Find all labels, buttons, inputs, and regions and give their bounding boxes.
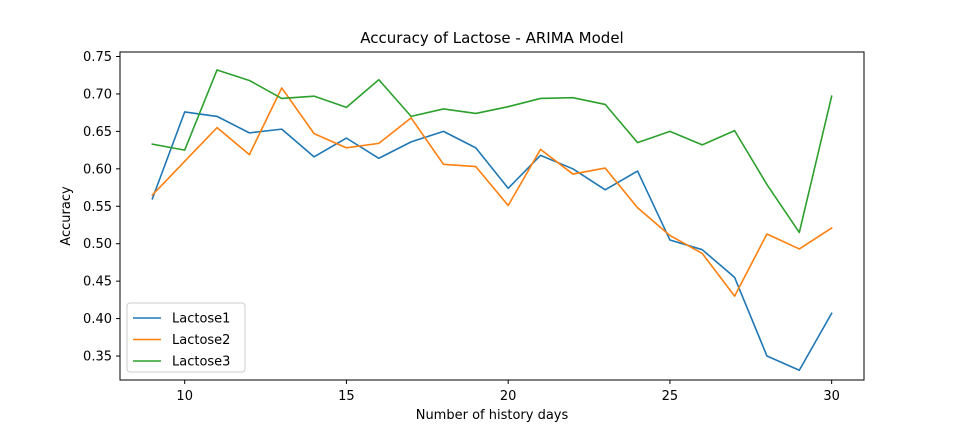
y-tick-label: 0.60: [83, 162, 112, 177]
legend-label-2: Lactose2: [172, 333, 230, 348]
series-line-1: [151, 111, 833, 372]
y-tick-label: 0.70: [83, 87, 112, 102]
series-line-2: [151, 87, 833, 297]
y-tick-label: 0.35: [83, 350, 112, 365]
x-tick-label: 15: [338, 389, 355, 404]
series-line-3: [151, 69, 833, 234]
y-tick-label: 0.75: [83, 50, 112, 65]
y-tick-label: 0.40: [83, 312, 112, 327]
legend: Lactose1 Lactose2 Lactose3: [126, 302, 246, 373]
legend-box: [126, 302, 246, 373]
y-tick-label: 0.55: [83, 200, 112, 215]
x-tick-label: 30: [823, 389, 840, 404]
y-tick-label: 0.45: [83, 275, 112, 290]
x-tick-label: 20: [500, 389, 517, 404]
x-axis-label: Number of history days: [416, 408, 569, 423]
x-tick-label: 10: [176, 389, 193, 404]
legend-label-1: Lactose1: [172, 312, 230, 327]
axes-frame: [119, 51, 865, 381]
y-tick-label: 0.65: [83, 125, 112, 140]
x-tick-label: 25: [662, 389, 679, 404]
plot-area: 10 15 20 25 30 0.35 0.40 0.45 0.50 0.55 0.60 0.65 0.…: [83, 50, 865, 404]
legend-label-3: Lactose3: [172, 355, 230, 370]
chart-title: Accuracy of Lactose - ARIMA Model: [360, 29, 623, 47]
y-tick-label: 0.50: [83, 237, 112, 252]
y-axis-label: Accuracy: [59, 186, 74, 246]
